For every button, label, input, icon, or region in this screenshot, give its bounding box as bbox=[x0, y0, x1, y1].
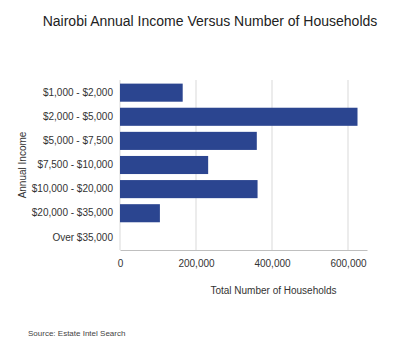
y-tick-label: $5,000 - $7,500 bbox=[43, 135, 113, 146]
x-tick: 400,000 bbox=[254, 250, 291, 269]
bar bbox=[120, 204, 160, 222]
y-tick: $2,000 - $5,000 bbox=[43, 111, 113, 122]
x-axis-line bbox=[121, 250, 368, 251]
bar bbox=[120, 84, 183, 102]
x-axis: 0 200,000 400,000 600,000 bbox=[118, 250, 368, 269]
y-axis-title: Annual Income bbox=[17, 131, 28, 198]
x-tick-label: 400,000 bbox=[254, 258, 291, 269]
y-tick: $1,000 - $2,000 bbox=[43, 87, 113, 98]
y-tick-label: $2,000 - $5,000 bbox=[43, 111, 113, 122]
bar bbox=[120, 108, 358, 126]
y-tick-label: $1,000 - $2,000 bbox=[43, 87, 113, 98]
x-axis-title: Total Number of Households bbox=[210, 285, 336, 296]
y-tick: $7,500 - $10,000 bbox=[37, 159, 113, 170]
y-tick-label: $20,000 - $35,000 bbox=[32, 207, 114, 218]
plot-area: 0 200,000 400,000 600,000 $1,000 - $2,000 $2,… bbox=[32, 80, 368, 269]
x-tick-label: 0 bbox=[118, 258, 124, 269]
x-tick-label: 200,000 bbox=[178, 258, 215, 269]
source-note: Source: Estate Intel Search bbox=[28, 329, 125, 338]
title: Nairobi Annual Income Versus Number of H… bbox=[43, 13, 378, 29]
bars bbox=[120, 84, 358, 223]
y-tick-label: Over $35,000 bbox=[52, 232, 113, 243]
grid-line bbox=[348, 80, 349, 250]
bar bbox=[120, 156, 208, 174]
x-tick-label: 600,000 bbox=[330, 258, 367, 269]
y-axis: $1,000 - $2,000 $2,000 - $5,000 $5,000 - $… bbox=[32, 87, 114, 243]
y-tick: $5,000 - $7,500 bbox=[43, 135, 113, 146]
chart-container: 0 200,000 400,000 600,000 $1,000 - $2,000 $2,… bbox=[0, 0, 398, 360]
x-tick: 200,000 bbox=[178, 250, 215, 269]
bar bbox=[120, 132, 257, 150]
bar bbox=[120, 180, 258, 198]
y-tick: Over $35,000 bbox=[52, 232, 113, 243]
y-tick-label: $7,500 - $10,000 bbox=[37, 159, 113, 170]
grid-line bbox=[272, 80, 273, 250]
bar bbox=[120, 228, 121, 246]
grid bbox=[120, 80, 348, 250]
y-tick: $10,000 - $20,000 bbox=[32, 183, 114, 194]
chart-svg: 0 200,000 400,000 600,000 $1,000 - $2,000 $2,… bbox=[0, 0, 398, 360]
y-tick-label: $10,000 - $20,000 bbox=[32, 183, 114, 194]
x-tick: 600,000 bbox=[330, 250, 367, 269]
y-tick: $20,000 - $35,000 bbox=[32, 207, 114, 218]
x-tick: 0 bbox=[118, 250, 124, 269]
